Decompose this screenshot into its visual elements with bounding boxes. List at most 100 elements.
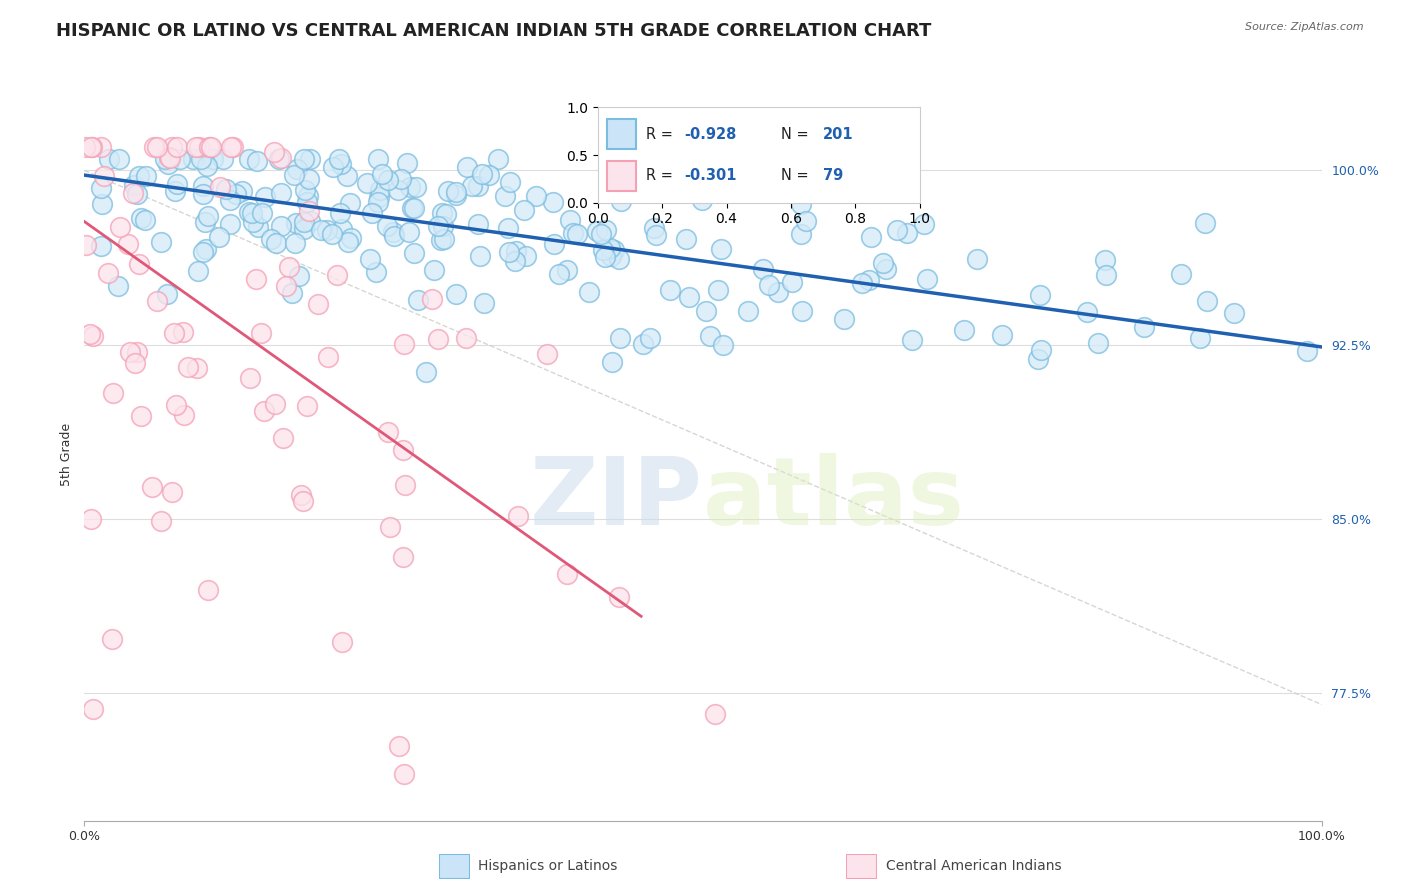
Point (246, 219, 269, 234)
Point (219, 194, 242, 208)
Point (245, 272, 267, 286)
Point (478, 168, 501, 182)
Point (780, 276, 803, 290)
Point (444, 187, 467, 202)
Point (790, 196, 813, 211)
Point (536, 346, 558, 360)
Point (221, 140, 243, 154)
Point (432, 231, 454, 245)
Point (953, 323, 976, 337)
Point (292, 222, 315, 236)
Point (364, 265, 387, 279)
Point (966, 252, 988, 267)
Point (375, 219, 398, 234)
Point (710, 242, 733, 256)
Point (260, 232, 283, 246)
Point (607, 252, 630, 266)
Point (432, 219, 454, 233)
Point (789, 227, 811, 241)
Point (382, 228, 405, 243)
Point (394, 478, 416, 492)
Point (361, 206, 384, 220)
Point (326, 268, 349, 282)
Point (404, 245, 426, 260)
Point (427, 332, 450, 346)
Point (264, 397, 287, 411)
Point (467, 218, 489, 232)
Point (292, 493, 315, 508)
Point (703, 707, 725, 722)
Point (127, 345, 149, 359)
Point (200, 140, 222, 154)
Point (405, 180, 427, 194)
Point (297, 189, 319, 203)
Point (609, 331, 631, 345)
Point (851, 276, 873, 290)
Point (737, 304, 759, 318)
Point (387, 183, 409, 197)
Point (274, 278, 297, 293)
Point (381, 225, 404, 239)
Point (270, 151, 292, 165)
Point (330, 156, 353, 170)
Point (758, 278, 780, 293)
Point (638, 331, 661, 345)
Point (415, 365, 437, 379)
Point (368, 183, 391, 197)
Point (253, 404, 276, 418)
Point (543, 237, 565, 252)
Point (79, 512, 101, 526)
Point (128, 257, 150, 271)
Point (1094, 252, 1116, 267)
Point (607, 590, 630, 604)
Point (367, 152, 389, 166)
Point (513, 203, 536, 218)
Point (336, 169, 359, 184)
Point (565, 227, 588, 241)
Point (271, 431, 294, 445)
Point (128, 169, 150, 183)
Point (378, 520, 401, 534)
Point (242, 215, 264, 229)
Point (486, 152, 509, 166)
Point (392, 336, 415, 351)
Point (120, 344, 142, 359)
Point (202, 152, 225, 166)
Point (278, 260, 301, 275)
Point (176, 360, 198, 375)
Point (160, 484, 183, 499)
Point (292, 152, 315, 166)
Point (195, 242, 218, 256)
Point (193, 187, 215, 202)
Point (98, 152, 121, 166)
Point (430, 206, 453, 220)
Point (472, 295, 495, 310)
Point (914, 217, 936, 231)
Point (456, 160, 478, 174)
Point (470, 250, 492, 264)
Point (156, 287, 179, 301)
Point (593, 250, 616, 264)
Point (231, 184, 253, 198)
Point (1188, 331, 1211, 345)
Point (238, 204, 260, 219)
Point (79, 326, 101, 341)
Point (794, 214, 817, 228)
Point (143, 140, 166, 154)
Point (166, 177, 188, 191)
Point (198, 140, 221, 154)
Point (122, 186, 145, 201)
Point (254, 190, 277, 204)
Point (631, 336, 654, 351)
Point (173, 408, 195, 422)
Point (496, 221, 519, 235)
Point (1026, 352, 1049, 367)
Point (188, 140, 211, 154)
Point (238, 152, 260, 166)
Point (388, 739, 411, 753)
Point (292, 214, 315, 228)
Point (97, 267, 120, 281)
Point (101, 385, 124, 400)
Point (75, 140, 97, 154)
Point (377, 172, 399, 186)
